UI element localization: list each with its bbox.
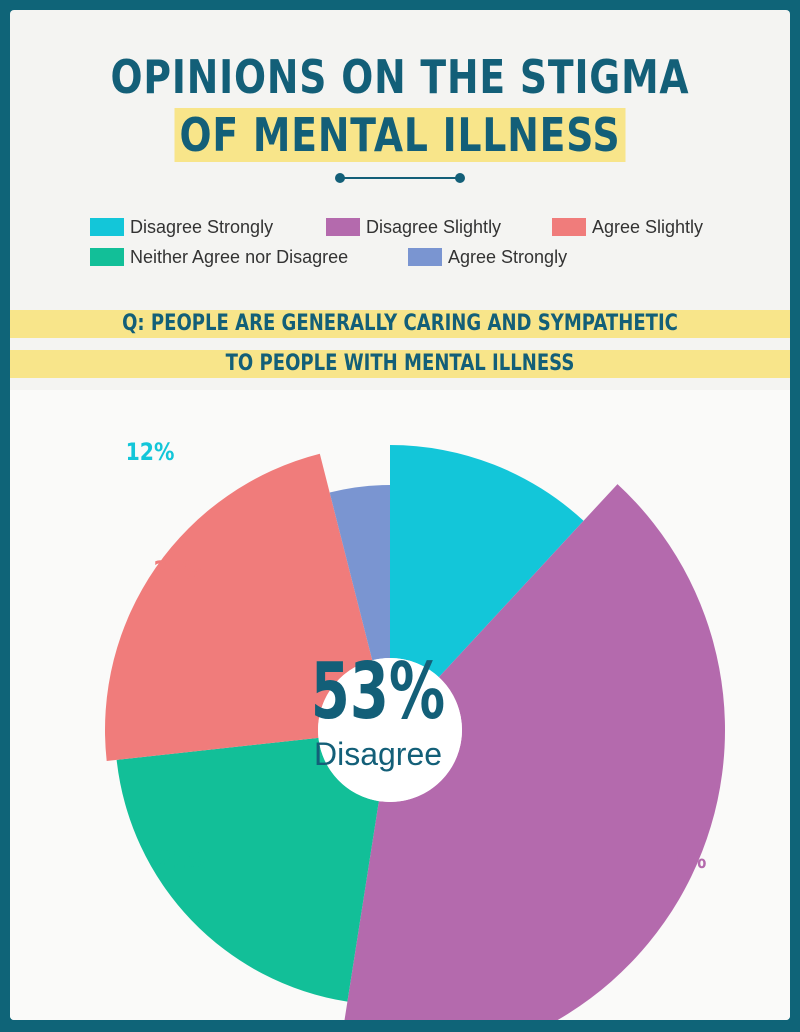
legend-label: Agree Strongly	[448, 246, 568, 267]
legend-item-agree-strongly: Agree Strongly	[408, 246, 567, 268]
legend-swatch	[326, 218, 360, 236]
legend-label: Agree Slightly	[592, 216, 704, 237]
donut-hole	[318, 658, 462, 802]
slice-label: 41%	[658, 846, 707, 874]
legend-item-neither: Neither Agree nor Disagree	[90, 246, 348, 268]
slice-neither	[116, 737, 379, 1002]
slice-label: 21%	[158, 846, 207, 874]
legend-swatch	[552, 218, 586, 236]
page-title: OPINIONS ON THE STIGMA OF MENTAL ILLNESS	[80, 48, 720, 164]
legend-swatch	[408, 248, 442, 266]
chart-area: 12% 41% 21% 23% 53% Disagree	[10, 390, 790, 1020]
slice-agree-slightly	[105, 453, 373, 761]
question-line-1: Q: PEOPLE ARE GENERALLY CARING AND SYMPA…	[122, 311, 678, 336]
slice-label: 12%	[126, 438, 175, 466]
slice-agree-strongly	[329, 485, 390, 661]
title-divider	[335, 173, 465, 183]
legend-item-agree-slightly: Agree Slightly	[552, 216, 703, 238]
legend-label: Disagree Slightly	[366, 216, 502, 237]
donut-chart: 12% 41% 21% 23% 53%Disagree	[105, 438, 725, 1020]
center-value: 53%	[311, 647, 445, 738]
legend-label: Disagree Strongly	[130, 216, 274, 237]
legend-label: Neither Agree nor Disagree	[130, 246, 349, 267]
question-line-2: TO PEOPLE WITH MENTAL ILLNESS	[225, 351, 575, 376]
title-line-1: OPINIONS ON THE STIGMA	[110, 50, 690, 104]
question-band-2	[10, 350, 790, 378]
infographic-card: OPINIONS ON THE STIGMA OF MENTAL ILLNESS…	[10, 10, 790, 1020]
legend-item-disagree-slightly: Disagree Slightly	[326, 216, 501, 238]
legend-swatch	[90, 248, 124, 266]
title-line-2: OF MENTAL ILLNESS	[174, 108, 626, 162]
question-band-1	[10, 310, 790, 338]
center-label: Disagree	[314, 736, 442, 772]
legend-swatch	[90, 218, 124, 236]
slice-disagree-slightly	[344, 484, 725, 1020]
slice-disagree-strongly	[390, 445, 584, 678]
legend-item-disagree-strongly: Disagree Strongly	[90, 216, 273, 238]
slice-label: 23%	[154, 556, 203, 584]
